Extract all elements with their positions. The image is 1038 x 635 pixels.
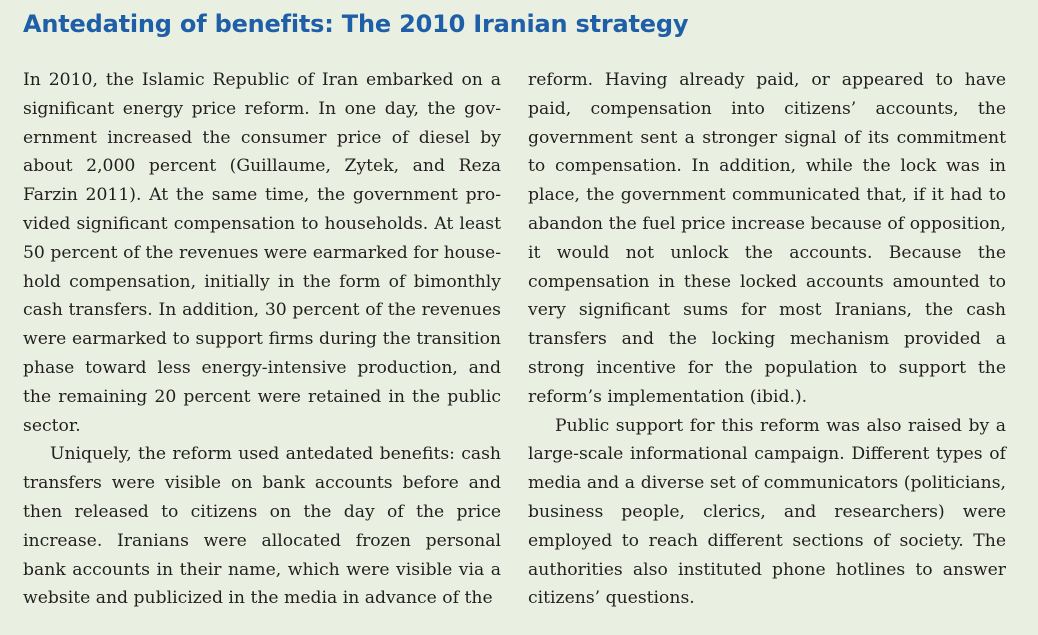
left-column: In 2010, the Islamic Republic of Iran em… — [23, 66, 501, 613]
left-paragraph-1: In 2010, the Islamic Republic of Iran em… — [23, 70, 501, 436]
right-paragraph-1: reform. Having already paid, or appeared… — [528, 70, 1006, 407]
right-column: reform. Having already paid, or appeared… — [528, 66, 1006, 613]
box-title: Antedating of benefits: The 2010 Iranian… — [23, 10, 689, 38]
left-paragraph-2: Uniquely, the reform used antedated bene… — [23, 444, 501, 609]
right-paragraph-2: Public support for this reform was also … — [528, 415, 1006, 609]
